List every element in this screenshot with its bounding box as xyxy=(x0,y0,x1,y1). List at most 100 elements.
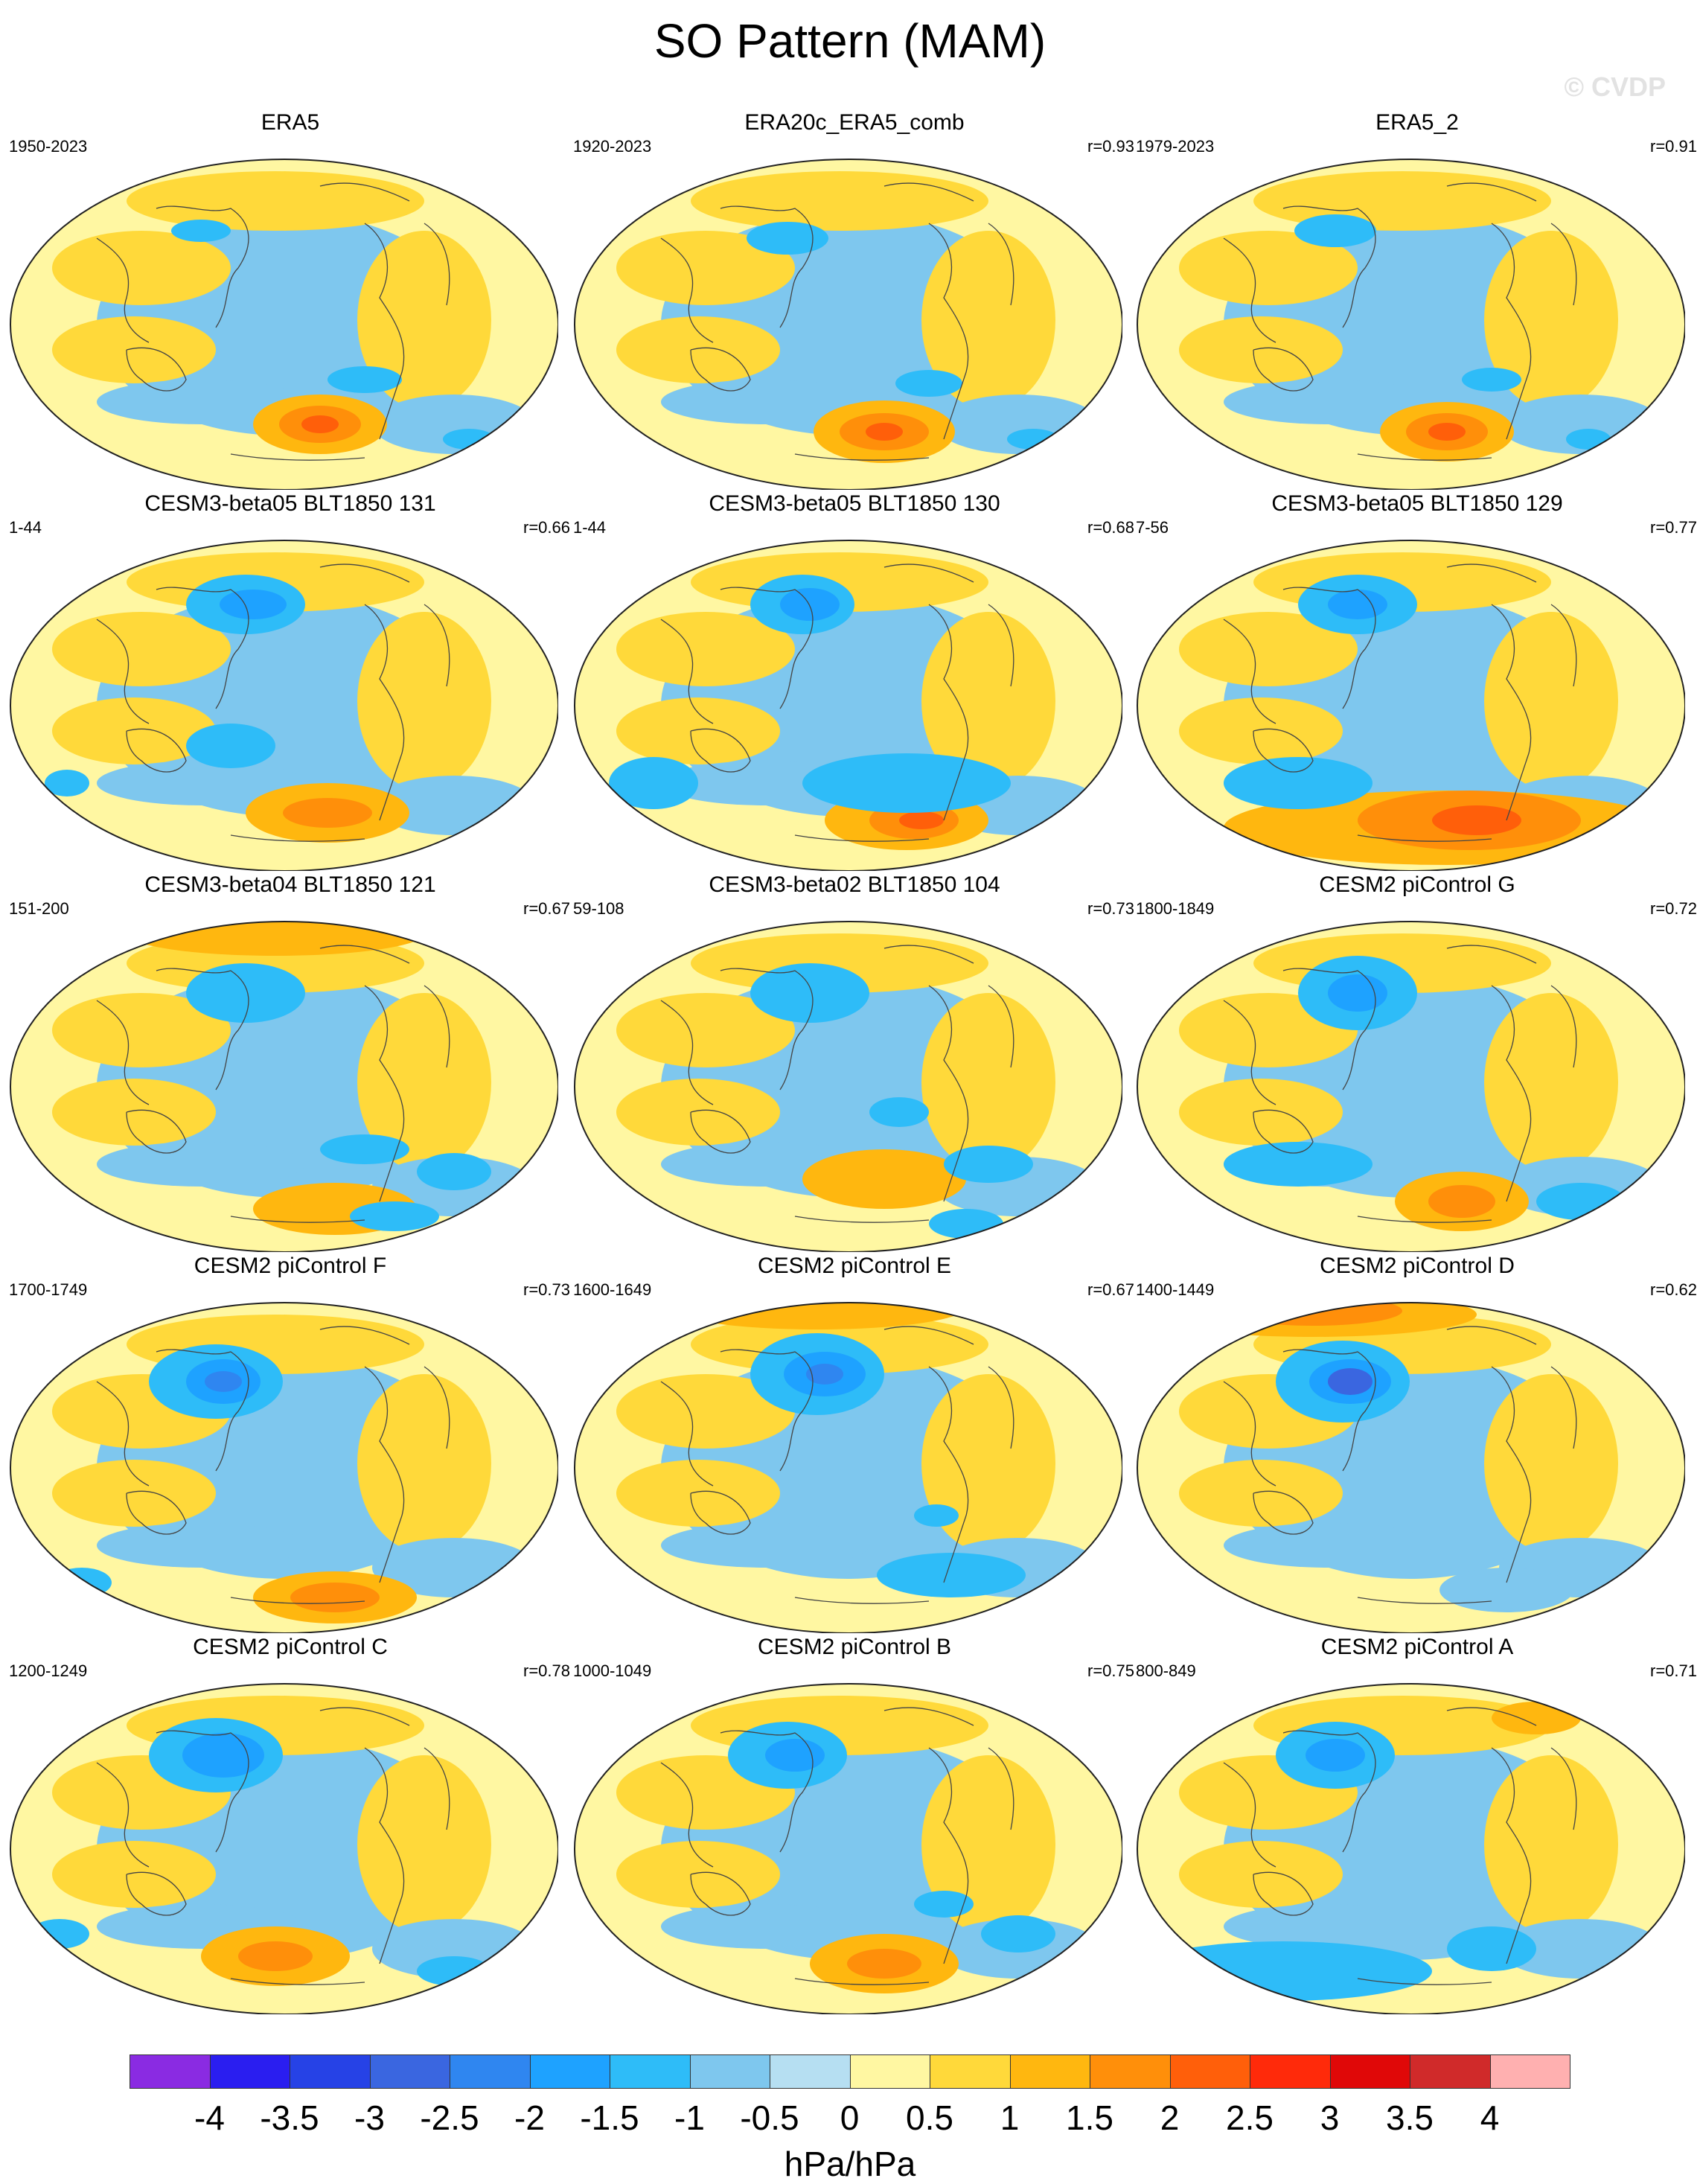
map-outline xyxy=(1137,540,1685,871)
coastline xyxy=(1446,945,1537,964)
positive-anomaly-contour xyxy=(1484,231,1618,409)
coastline xyxy=(883,945,974,964)
map-panel: CESM3-beta05 BLT1850 130 1-44 r=0.68 xyxy=(572,491,1137,872)
negative-anomaly-contour xyxy=(52,1568,112,1597)
colorbar-swatch xyxy=(1250,2054,1331,2089)
panel-correlation: r=0.71 xyxy=(1650,1661,1697,1680)
positive-anomaly-contour xyxy=(616,1841,780,1908)
colorbar-swatch xyxy=(290,2054,371,2089)
positive-anomaly-contour xyxy=(691,171,988,231)
positive-anomaly-contour xyxy=(802,1149,966,1209)
coastline xyxy=(794,1597,930,1604)
robinson-map xyxy=(10,1683,558,2014)
negative-anomaly-contour xyxy=(661,1523,869,1568)
coastline xyxy=(690,1490,751,1535)
panel-correlation: r=0.67 xyxy=(1087,1280,1134,1299)
colorbar-swatch xyxy=(849,2054,930,2089)
panel-correlation: r=0.75 xyxy=(1087,1661,1134,1680)
positive-anomaly-contour xyxy=(847,1949,921,1979)
coastline xyxy=(988,1747,1014,1830)
positive-anomaly-contour xyxy=(357,1755,491,1934)
panel-correlation: r=0.73 xyxy=(1087,899,1134,918)
panel-correlation: r=0.91 xyxy=(1650,137,1697,156)
coastline xyxy=(156,587,249,709)
map-panel: CESM2 piControl E 1600-1649 r=0.67 xyxy=(572,1254,1137,1635)
colorbar-tick-label: -2 xyxy=(514,2098,545,2137)
robinson-map xyxy=(10,540,558,871)
panel-correlation: r=0.73 xyxy=(523,1280,570,1299)
coastline xyxy=(156,1349,249,1472)
positive-anomaly-contour xyxy=(921,231,1055,409)
colorbar-tick-label: 3.5 xyxy=(1386,2098,1434,2137)
robinson-map xyxy=(1137,1302,1685,1633)
coastline xyxy=(1491,1747,1532,1964)
positive-anomaly-contour xyxy=(921,1755,1055,1934)
positive-anomaly-contour xyxy=(616,612,795,686)
negative-anomaly-contour xyxy=(747,222,828,255)
positive-anomaly-contour xyxy=(1484,1374,1618,1553)
coastline xyxy=(96,1762,150,1868)
coastline xyxy=(660,237,714,343)
coastline xyxy=(1491,985,1532,1202)
panel-title: CESM3-beta05 BLT1850 129 xyxy=(1271,491,1563,516)
coastline xyxy=(364,1366,405,1583)
negative-anomaly-contour xyxy=(750,963,869,1023)
panel-period: 1800-1849 xyxy=(1136,899,1215,918)
positive-anomaly-contour xyxy=(290,1583,380,1612)
coastline xyxy=(126,728,187,773)
positive-anomaly-contour xyxy=(899,811,944,829)
colorbar-tick-label: -4 xyxy=(194,2098,225,2137)
coastline xyxy=(424,223,450,306)
positive-anomaly-contour xyxy=(1428,1185,1495,1218)
negative-anomaly-contour xyxy=(350,1201,439,1231)
coastline xyxy=(690,347,751,392)
robinson-map xyxy=(10,1302,558,1633)
coastline xyxy=(794,1216,930,1223)
map-panel: CESM2 piControl A 800-849 r=0.71 xyxy=(1134,1635,1700,2016)
robinson-map xyxy=(574,159,1122,490)
coastline xyxy=(883,182,974,202)
colorbar-tick-label: -0.5 xyxy=(740,2098,799,2137)
figure-title: SO Pattern (MAM) xyxy=(654,14,1046,68)
coastline xyxy=(720,205,814,328)
negative-anomaly-contour xyxy=(1328,974,1387,1012)
panel-period: 1000-1049 xyxy=(573,1661,652,1680)
coastline xyxy=(988,985,1014,1068)
negative-anomaly-contour xyxy=(1462,368,1521,392)
coastline xyxy=(1223,1381,1276,1487)
negative-anomaly-contour xyxy=(1439,1568,1573,1612)
negative-anomaly-contour xyxy=(1224,1142,1373,1187)
coastline xyxy=(660,1000,714,1105)
coastline xyxy=(1223,1000,1276,1105)
positive-anomaly-contour xyxy=(921,993,1055,1172)
map-outline xyxy=(574,1683,1122,2014)
map-outline xyxy=(574,921,1122,1252)
coastline xyxy=(1550,1747,1577,1830)
colorbar-swatch xyxy=(689,2054,770,2089)
coastline xyxy=(424,985,450,1068)
positive-anomaly-contour xyxy=(616,1079,780,1146)
positive-anomaly-contour xyxy=(52,1460,216,1527)
coastline xyxy=(1550,604,1577,687)
map-panel: CESM2 piControl B 1000-1049 r=0.75 xyxy=(572,1635,1137,2016)
coastline xyxy=(720,1730,814,1853)
coastline xyxy=(230,1978,365,1985)
colorbar-units: hPa/hPa xyxy=(784,2145,916,2183)
map-outline xyxy=(10,1683,558,2014)
map-outline xyxy=(574,1302,1122,1633)
coastline xyxy=(988,1366,1014,1449)
panel-correlation: r=0.77 xyxy=(1650,518,1697,537)
colorbar-swatch xyxy=(610,2054,691,2089)
coastline xyxy=(1446,1707,1537,1726)
map-outline xyxy=(10,540,558,871)
coastline xyxy=(319,1707,410,1726)
coastline xyxy=(1357,1597,1492,1604)
panel-title: CESM2 piControl G xyxy=(1319,872,1515,897)
positive-anomaly-contour xyxy=(921,612,1055,791)
negative-anomaly-contour xyxy=(97,761,305,805)
coastline xyxy=(230,834,365,842)
positive-anomaly-contour xyxy=(1179,1841,1343,1908)
map-panel: CESM2 piControl G 1800-1849 r=0.72 xyxy=(1134,872,1700,1254)
colorbar-tick-label: 4 xyxy=(1480,2098,1500,2137)
negative-anomaly-contour xyxy=(97,380,305,424)
